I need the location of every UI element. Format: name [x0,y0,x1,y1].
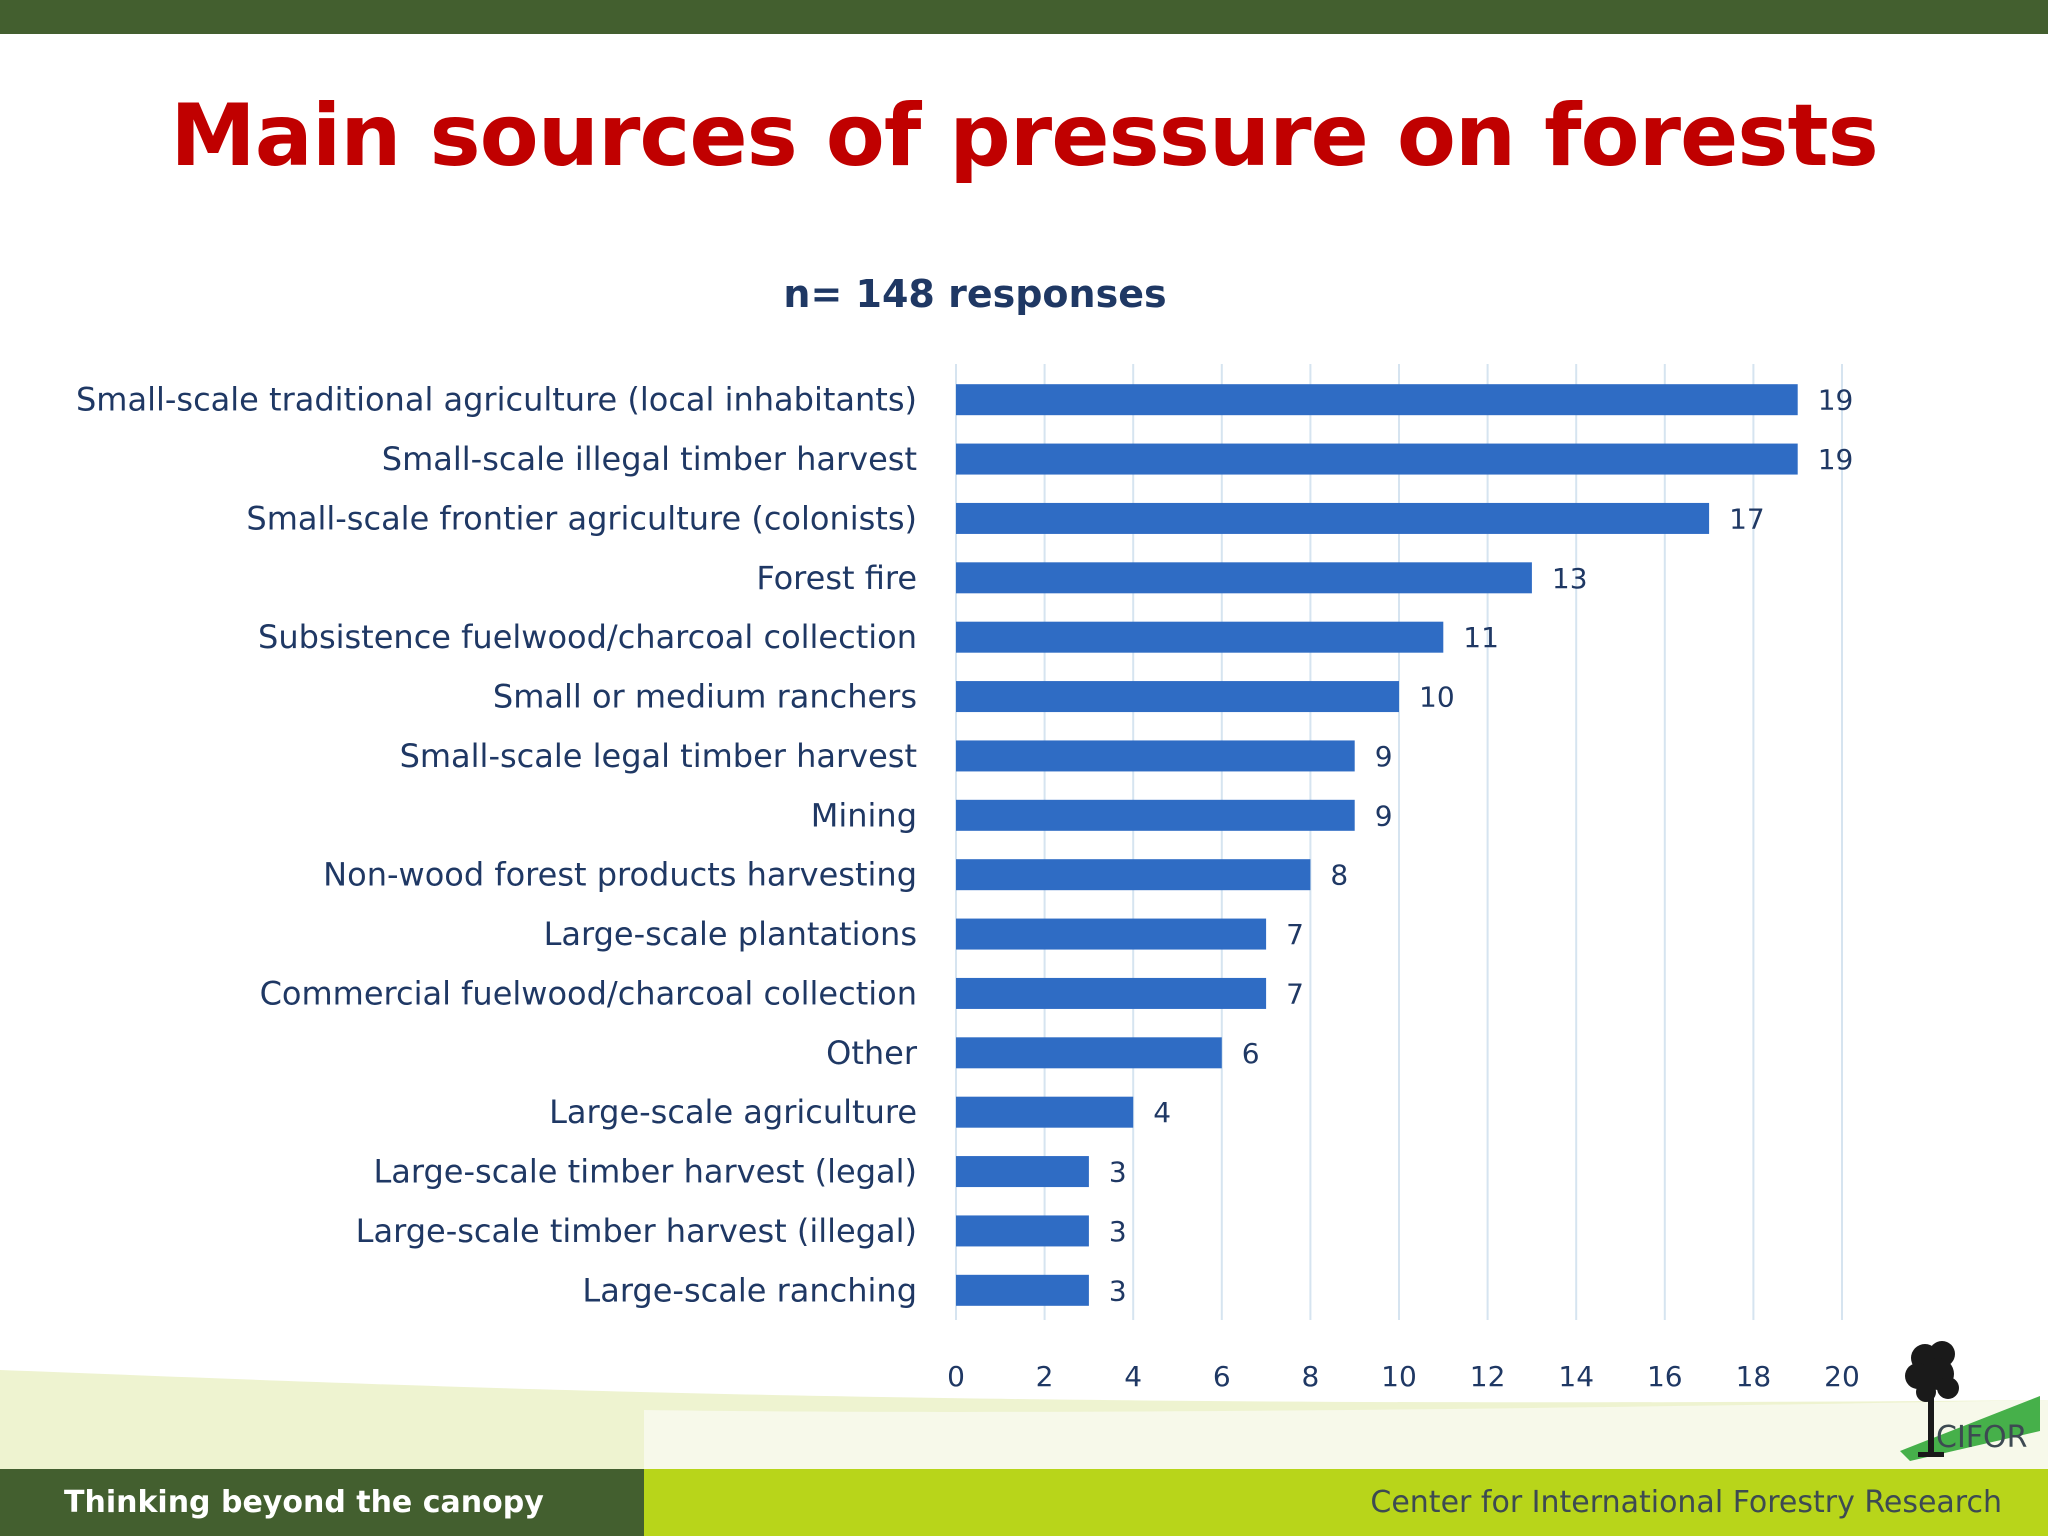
data-label: 7 [1286,977,1304,1010]
logo-tree [1905,1341,1959,1457]
top-accent-bar [0,0,2048,34]
category-label: Mining [811,796,917,834]
slide-title: Main sources of pressure on forests [170,86,1879,186]
footer-organization: Center for International Forestry Resear… [644,1469,2048,1536]
bar [956,562,1532,594]
bar [956,977,1267,1009]
data-label: 3 [1109,1215,1127,1248]
category-label: Small-scale traditional agriculture (loc… [76,381,917,419]
x-tick-label: 14 [1558,1360,1594,1393]
data-label: 10 [1419,681,1455,714]
x-tick-label: 8 [1301,1360,1319,1393]
bar [956,681,1399,713]
category-label: Small-scale illegal timber harvest [382,440,917,478]
tree-logo-icon [1900,1341,2040,1461]
category-label: Other [826,1034,918,1072]
data-label: 8 [1330,859,1348,892]
bar [956,918,1267,950]
footer-decoration [0,1370,2048,1470]
bar [956,502,1710,534]
bar [956,859,1311,891]
logo-swoosh [1900,1396,2040,1461]
data-label: 19 [1818,384,1854,417]
category-label: Forest fire [756,559,917,597]
category-label: Large-scale timber harvest (illegal) [356,1212,917,1250]
bar [956,1215,1089,1247]
data-label: 3 [1109,1274,1127,1307]
data-label: 9 [1375,799,1393,832]
category-label: Non-wood forest products harvesting [323,856,917,894]
x-tick-label: 2 [1036,1360,1054,1393]
footer-tagline-text: Thinking beyond the canopy [64,1485,544,1520]
x-tick-label: 16 [1647,1360,1683,1393]
data-label: 9 [1375,740,1393,773]
bar [956,443,1798,475]
x-tick-label: 4 [1124,1360,1142,1393]
bar [956,1156,1089,1188]
logo-wordmark: CIFOR [1936,1420,2028,1455]
category-label: Large-scale timber harvest (legal) [373,1153,917,1191]
data-label: 7 [1286,918,1304,951]
x-tick-label: 12 [1470,1360,1506,1393]
bar [956,1274,1089,1306]
data-label: 13 [1552,562,1588,595]
x-tick-label: 10 [1381,1360,1417,1393]
data-label: 19 [1818,443,1854,476]
x-tick-label: 6 [1213,1360,1231,1393]
data-label: 6 [1242,1037,1260,1070]
data-label: 17 [1729,502,1765,535]
x-tick-label: 18 [1736,1360,1772,1393]
category-label: Large-scale plantations [544,915,917,953]
x-tick-label: 20 [1824,1360,1860,1393]
bar [956,799,1355,831]
data-label: 4 [1153,1096,1171,1129]
bar [956,1037,1222,1069]
category-label: Subsistence fuelwood/charcoal collection [258,618,917,656]
footer-tagline: Thinking beyond the canopy [0,1469,644,1536]
category-label: Small-scale frontier agriculture (coloni… [246,499,917,537]
category-label: Commercial fuelwood/charcoal collection [260,974,917,1012]
footer-organization-text: Center for International Forestry Resear… [1370,1485,2002,1520]
chart-title: n= 148 responses [783,272,1167,316]
x-tick-label: 0 [947,1360,965,1393]
category-label: Large-scale ranching [582,1271,917,1309]
category-label: Small or medium ranchers [493,678,917,716]
data-label: 11 [1463,621,1499,654]
bar [956,1096,1134,1128]
data-label: 3 [1109,1156,1127,1189]
bar [956,740,1355,772]
bar [956,384,1798,416]
category-label: Small-scale legal timber harvest [400,737,917,775]
bar [956,621,1444,653]
category-label: Large-scale agriculture [549,1093,917,1131]
